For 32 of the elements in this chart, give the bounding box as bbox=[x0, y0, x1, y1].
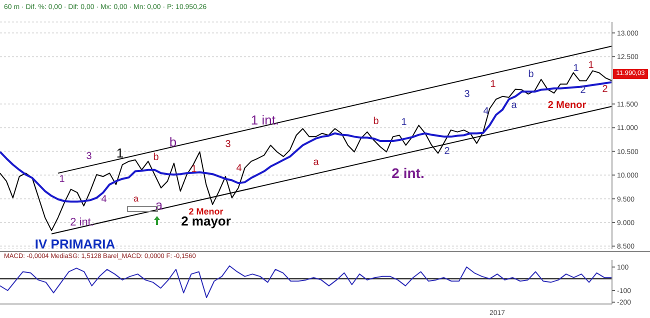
annotation: a bbox=[313, 157, 319, 168]
annotation: 1 bbox=[490, 79, 496, 90]
annotation: 2 Menor bbox=[188, 206, 224, 216]
annotation: 1 bbox=[573, 63, 579, 74]
annotation: 1 bbox=[116, 146, 124, 160]
annotation: 1 int. bbox=[250, 112, 280, 128]
annotation: 1 bbox=[59, 174, 65, 185]
annotation: 3 bbox=[225, 139, 231, 150]
line-series bbox=[0, 81, 613, 203]
annotation: b bbox=[169, 134, 177, 150]
annotation: 4 bbox=[101, 194, 107, 205]
annotation: 4 bbox=[236, 163, 242, 174]
annotation: IV PRIMARIA bbox=[34, 236, 116, 252]
annotation: 2 bbox=[444, 146, 450, 157]
annotation: 2 int. bbox=[392, 165, 424, 181]
annotation: a bbox=[133, 194, 139, 204]
annotation: 2 mayor bbox=[181, 214, 231, 228]
annotation: b bbox=[373, 116, 379, 127]
annotation: 3 bbox=[464, 89, 470, 100]
annotation: 2 int. bbox=[70, 216, 94, 228]
line-series bbox=[0, 70, 612, 232]
annotation: 1 bbox=[588, 60, 594, 71]
annotation: 4 bbox=[483, 106, 489, 117]
annotation: 2 bbox=[580, 85, 586, 96]
annotation: 3 bbox=[86, 151, 92, 162]
annotation: 2 Menor bbox=[548, 100, 586, 111]
line-series bbox=[0, 265, 612, 298]
annotation: a bbox=[511, 100, 517, 111]
annotation: b bbox=[153, 152, 159, 163]
annotation: 2 bbox=[602, 84, 608, 95]
annotation: 1 bbox=[401, 117, 407, 128]
annotation: b bbox=[528, 69, 534, 80]
